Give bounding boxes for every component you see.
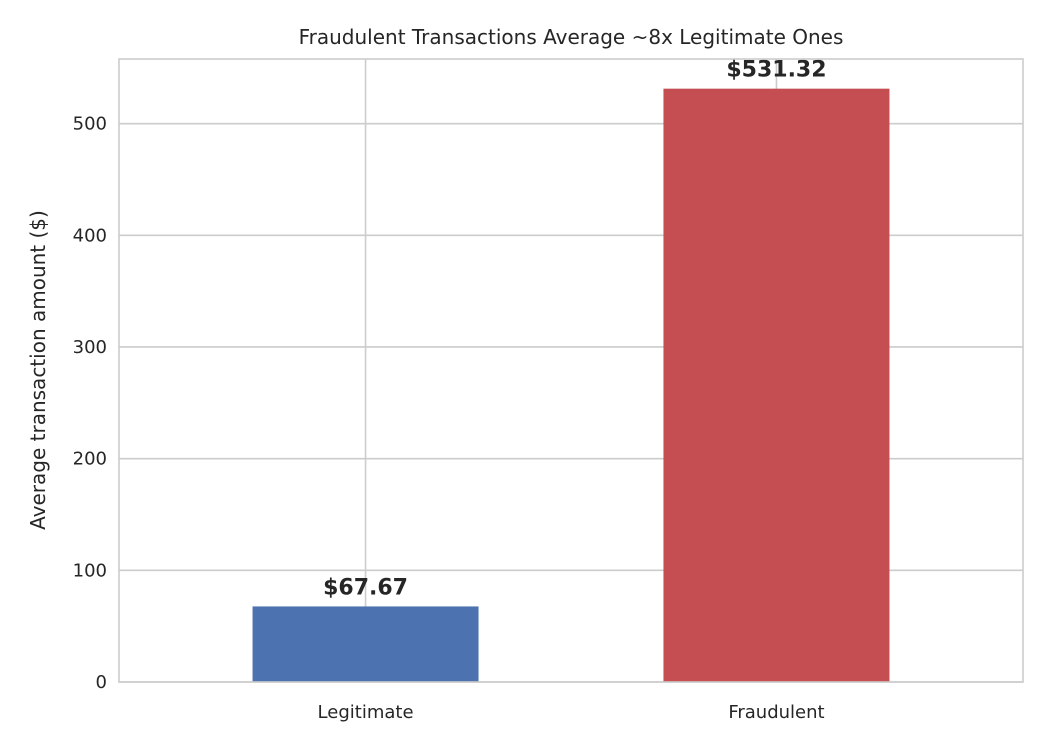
bar-fraudulent	[663, 88, 890, 682]
bar-legitimate	[252, 606, 479, 682]
grid-lines	[119, 59, 1023, 683]
x-tick-label: Fraudulent	[728, 702, 824, 723]
data-labels: $67.67 $531.32	[323, 58, 826, 601]
y-axis-ticks: 0 100 200 300 400 500	[73, 114, 107, 693]
x-tick-label: Legitimate	[318, 702, 414, 723]
y-tick-label: 0	[96, 672, 107, 693]
y-axis-title: Average transaction amount ($)	[26, 210, 50, 530]
x-axis-ticks: Legitimate Fraudulent	[318, 702, 825, 723]
data-label-fraudulent: $531.32	[726, 58, 826, 83]
y-tick-label: 100	[73, 560, 107, 581]
plot-frame	[118, 58, 1024, 683]
y-tick-label: 400	[73, 225, 107, 246]
y-tick-label: 500	[73, 114, 107, 135]
bars	[252, 88, 890, 682]
y-tick-label: 300	[73, 337, 107, 358]
data-label-legitimate: $67.67	[323, 575, 408, 600]
y-tick-label: 200	[73, 449, 107, 470]
chart-title: Fraudulent Transactions Average ~8x Legi…	[299, 25, 844, 49]
